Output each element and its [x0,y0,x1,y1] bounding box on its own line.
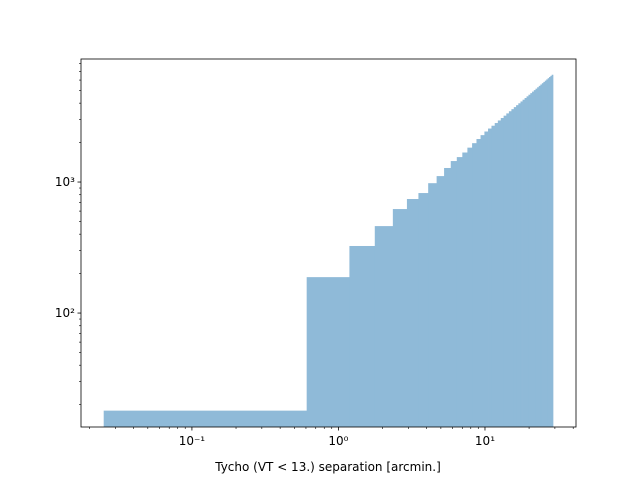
bar [444,167,452,428]
bar [503,115,507,427]
bar [513,107,517,428]
bar [533,90,536,427]
bar [476,139,481,427]
bar [540,84,543,427]
bar [462,152,468,428]
bar [472,143,477,427]
bar [497,120,502,428]
bar [349,245,376,427]
bar [467,147,473,428]
bar [526,96,529,427]
bar [538,85,541,428]
bar [544,80,547,427]
bar [522,99,525,427]
bar [546,79,549,427]
plot-frame [80,58,577,428]
bar [418,193,429,427]
bar [543,81,546,427]
bar [406,199,419,427]
bar [547,78,550,428]
bar [491,125,496,427]
bar [488,128,492,428]
bar [549,77,551,427]
bar [541,83,544,427]
x-tick-label: 10⁻¹ [179,434,206,448]
bar [550,75,553,428]
bar [524,97,527,428]
y-tick-label: 10² [55,306,75,320]
bar [456,157,463,427]
bar [392,209,408,427]
bar [484,131,489,428]
x-tick-label: 10¹ [475,434,495,448]
x-axis-label: Tycho (VT < 13.) separation [arcmin.] [214,460,441,474]
bar [535,88,538,427]
y-tick-label: 10³ [55,175,75,189]
bar [103,410,308,427]
bar [537,87,540,428]
bar [532,91,535,427]
bar [480,135,485,427]
bar [494,123,499,428]
bar [530,93,533,428]
bar [528,94,531,427]
bar [450,161,458,428]
bar [516,105,519,427]
bar [551,74,554,427]
bar [500,118,505,427]
x-tick-label: 10⁰ [328,434,348,448]
bar [428,183,438,427]
bar [520,101,523,427]
bar [506,113,510,428]
bar [511,109,515,427]
bar [436,176,445,427]
bar [518,103,521,427]
bar [508,111,512,428]
bar [306,277,350,427]
bar [374,226,394,427]
